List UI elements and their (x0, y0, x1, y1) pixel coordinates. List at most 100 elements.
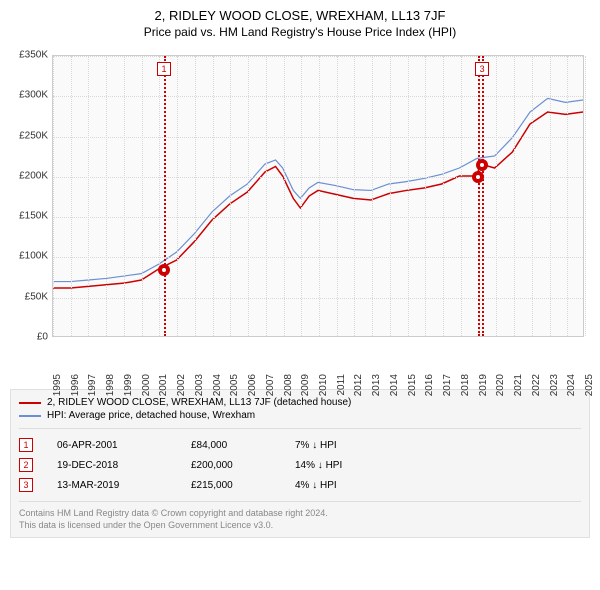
gridline-v (142, 56, 143, 336)
gridline-v (390, 56, 391, 336)
sale-row-date: 19-DEC-2018 (57, 460, 167, 471)
xtick-label: 2007 (265, 374, 276, 396)
xtick-label: 2001 (158, 374, 169, 396)
legend-label: HPI: Average price, detached house, Wrex… (47, 410, 255, 421)
sale-marker-box: 1 (157, 62, 171, 76)
xtick-label: 2010 (318, 374, 329, 396)
sale-row-price: £215,000 (191, 480, 271, 491)
xtick-label: 1999 (123, 374, 134, 396)
xtick-label: 2023 (549, 374, 560, 396)
gridline-v (550, 56, 551, 336)
legend-swatch (19, 402, 41, 404)
xtick-label: 2004 (212, 374, 223, 396)
xtick-label: 2025 (584, 374, 595, 396)
legend-item: HPI: Average price, detached house, Wrex… (19, 409, 581, 422)
gridline-v (195, 56, 196, 336)
sale-row-date: 06-APR-2001 (57, 440, 167, 451)
gridline-v (532, 56, 533, 336)
gridline-h (53, 137, 583, 138)
sale-row: 3 13-MAR-2019 £215,000 4% ↓ HPI (19, 475, 581, 495)
xtick-label: 2008 (283, 374, 294, 396)
gridline-v (248, 56, 249, 336)
gridline-h (53, 177, 583, 178)
gridline-v (372, 56, 373, 336)
xtick-label: 2014 (389, 374, 400, 396)
xtick-label: 2003 (194, 374, 205, 396)
gridline-v (71, 56, 72, 336)
ytick-label: £200K (10, 170, 48, 181)
sale-marker-box: 3 (475, 62, 489, 76)
sale-row: 106-APR-2001£84,0007% ↓ HPI (19, 435, 581, 455)
xtick-label: 2020 (495, 374, 506, 396)
sale-dot (158, 264, 170, 276)
xtick-label: 2005 (229, 374, 240, 396)
xtick-label: 1995 (52, 374, 63, 396)
sale-marker-line (164, 56, 166, 336)
legend-swatch (19, 415, 41, 417)
gridline-v (88, 56, 89, 336)
gridline-v (230, 56, 231, 336)
sale-row-date: 13-MAR-2019 (57, 480, 167, 491)
xtick-label: 2012 (353, 374, 364, 396)
sales-table: 106-APR-2001£84,0007% ↓ HPI219-DEC-2018£… (19, 435, 581, 495)
gridline-v (408, 56, 409, 336)
sale-row-diff: 4% ↓ HPI (295, 480, 337, 491)
info-panel: 2, RIDLEY WOOD CLOSE, WREXHAM, LL13 7JF … (10, 389, 590, 538)
xtick-label: 2017 (442, 374, 453, 396)
xtick-label: 2011 (336, 374, 347, 396)
gridline-v (53, 56, 54, 336)
gridline-v (461, 56, 462, 336)
legend-label: 2, RIDLEY WOOD CLOSE, WREXHAM, LL13 7JF … (47, 397, 351, 408)
gridline-v (177, 56, 178, 336)
ytick-label: £350K (10, 50, 48, 61)
gridline-v (337, 56, 338, 336)
divider (19, 428, 581, 429)
sale-row-marker: 3 (19, 478, 33, 492)
xtick-label: 2016 (424, 374, 435, 396)
gridline-v (496, 56, 497, 336)
gridline-v (514, 56, 515, 336)
footnote-line: This data is licensed under the Open Gov… (19, 520, 581, 532)
gridline-v (443, 56, 444, 336)
gridline-h (53, 56, 583, 57)
xtick-label: 2009 (300, 374, 311, 396)
chart-title: 2, RIDLEY WOOD CLOSE, WREXHAM, LL13 7JF (10, 8, 590, 23)
sale-row: 219-DEC-2018£200,00014% ↓ HPI (19, 455, 581, 475)
xtick-label: 2013 (371, 374, 382, 396)
gridline-v (425, 56, 426, 336)
divider (19, 501, 581, 502)
ytick-label: £250K (10, 130, 48, 141)
sale-row-diff: 7% ↓ HPI (295, 440, 337, 451)
ytick-label: £0 (10, 332, 48, 343)
gridline-v (284, 56, 285, 336)
gridline-v (159, 56, 160, 336)
sale-marker-line (482, 56, 484, 336)
footnote: Contains HM Land Registry data © Crown c… (19, 508, 581, 531)
gridline-h (53, 217, 583, 218)
plot-region: 13 (52, 55, 584, 337)
xtick-label: 2018 (460, 374, 471, 396)
xtick-label: 2024 (566, 374, 577, 396)
ytick-label: £300K (10, 90, 48, 101)
xtick-label: 1996 (70, 374, 81, 396)
gridline-v (301, 56, 302, 336)
sale-row-marker: 1 (19, 438, 33, 452)
series-svg (53, 56, 583, 336)
gridline-v (124, 56, 125, 336)
gridline-v (266, 56, 267, 336)
xtick-label: 1997 (87, 374, 98, 396)
xtick-label: 2019 (478, 374, 489, 396)
legend: 2, RIDLEY WOOD CLOSE, WREXHAM, LL13 7JF … (19, 396, 581, 422)
gridline-h (53, 298, 583, 299)
gridline-h (53, 257, 583, 258)
xtick-label: 2006 (247, 374, 258, 396)
ytick-label: £150K (10, 211, 48, 222)
gridline-v (213, 56, 214, 336)
gridline-v (585, 56, 586, 336)
xtick-label: 2021 (513, 374, 524, 396)
gridline-v (106, 56, 107, 336)
xtick-label: 2002 (176, 374, 187, 396)
xtick-label: 2015 (407, 374, 418, 396)
chart-container: 2, RIDLEY WOOD CLOSE, WREXHAM, LL13 7JF … (0, 0, 600, 590)
footnote-line: Contains HM Land Registry data © Crown c… (19, 508, 581, 520)
